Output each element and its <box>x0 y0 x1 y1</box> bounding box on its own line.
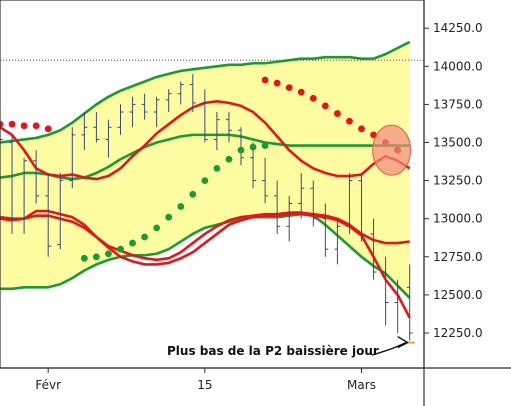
sar-dot <box>93 253 100 261</box>
plot-content <box>0 40 424 341</box>
ohlc-bar <box>286 195 293 242</box>
ohlc-bar <box>310 180 317 227</box>
sar-dot <box>105 250 112 258</box>
ohlc-bar <box>153 96 160 128</box>
sar-dot <box>321 102 329 110</box>
sar-dot <box>141 233 149 241</box>
sar-dot <box>346 117 353 125</box>
ohlc-bar <box>45 172 52 257</box>
annotation-arrow-line <box>371 341 407 356</box>
highlight-ellipse <box>372 124 412 176</box>
ohlc-bar <box>322 203 329 257</box>
y-tick-label: 12750.0 <box>433 250 483 264</box>
sar-dot <box>44 125 52 133</box>
ohlc-bar <box>141 93 148 120</box>
annotation-arrow <box>371 335 415 356</box>
sar-dot <box>213 165 221 172</box>
ohlc-bar <box>298 172 305 219</box>
series-line-6 <box>0 211 410 262</box>
ohlc-bar <box>117 104 124 135</box>
sar-dot <box>0 120 4 128</box>
sar-dot <box>334 110 341 117</box>
series-line-1 <box>0 40 411 144</box>
sar-dot <box>249 143 257 151</box>
ohlc-bar <box>346 172 353 234</box>
sar-dot <box>273 79 281 87</box>
annotation-text: Plus bas de la P2 baissière jour <box>167 344 379 358</box>
y-tick-label: 14250.0 <box>433 21 483 35</box>
x-tick-label: Mars <box>347 378 376 392</box>
x-tick-label: Févr <box>35 378 61 392</box>
y-tick-label: 12500.0 <box>433 288 483 302</box>
sar-dot <box>129 239 136 247</box>
sar-dot <box>237 146 245 154</box>
sar-dot <box>32 122 40 130</box>
bollinger-band-fill <box>0 41 410 298</box>
sar-dot <box>201 177 209 185</box>
sar-dot <box>309 94 317 102</box>
ohlc-bar <box>238 127 244 166</box>
sar-dot <box>165 213 173 221</box>
sar-dot <box>20 122 28 130</box>
ohlc-bar <box>358 172 365 242</box>
x-tick-label: 15 <box>197 378 212 392</box>
ohlc-bar <box>189 73 196 113</box>
ohlc-bar <box>165 89 172 113</box>
sar-dot <box>177 203 185 210</box>
sar-dot <box>153 224 161 232</box>
ohlc-bar <box>177 81 184 105</box>
ohlc-bar <box>33 150 40 204</box>
series-line-2 <box>0 212 411 299</box>
ohlc-bar <box>9 134 16 234</box>
ohlc-bar <box>370 218 377 280</box>
ohlc-bar <box>406 264 413 341</box>
y-tick-label: 13000.0 <box>433 212 483 226</box>
sar-dot <box>80 254 88 262</box>
sar-dot <box>358 125 365 133</box>
y-tick-label: 12250.0 <box>433 326 483 340</box>
ohlc-bar <box>274 180 281 234</box>
ohlc-bar <box>57 172 64 250</box>
ohlc-bar <box>69 127 76 189</box>
sar-dot <box>189 190 197 198</box>
ohlc-bar <box>105 119 112 158</box>
y-tick-label: 13750.0 <box>433 97 483 111</box>
series-line-5 <box>0 209 411 319</box>
ohlc-bar <box>262 157 269 204</box>
ohlc-bar <box>201 89 208 143</box>
sar-dot <box>285 84 293 92</box>
sar-dot <box>8 120 16 128</box>
sar-dot <box>225 155 233 163</box>
sar-dot <box>117 245 124 253</box>
y-tick-label: 14000.0 <box>433 59 483 73</box>
annotation-arrow-head <box>397 335 410 349</box>
sar-dot <box>261 142 269 149</box>
ohlc-bar <box>394 279 401 333</box>
ohlc-bar <box>21 157 28 234</box>
sar-dot <box>261 76 269 84</box>
ohlc-bar <box>129 96 136 128</box>
ohlc-bar <box>213 112 220 151</box>
plot-area <box>0 40 424 341</box>
sar-dot <box>297 88 305 96</box>
ohlc-bar <box>93 112 100 143</box>
ohlc-bar <box>225 112 232 143</box>
ohlc-bar <box>382 256 389 326</box>
ohlc-bar <box>81 112 88 151</box>
y-tick-label: 13250.0 <box>433 174 483 188</box>
ohlc-bar <box>334 218 341 265</box>
y-tick-label: 13500.0 <box>433 136 483 150</box>
